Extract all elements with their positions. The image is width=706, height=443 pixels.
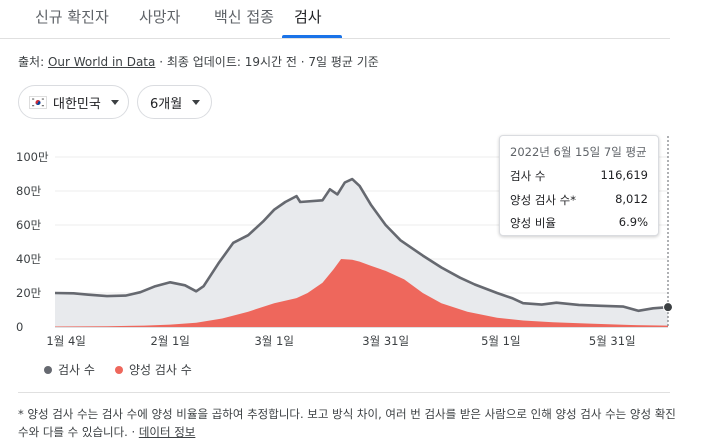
source-link[interactable]: Our World in Data [47, 55, 156, 69]
tooltip-label: 양성 검사 수* [510, 193, 576, 207]
tooltip-row-tests: 검사 수 116,619 [510, 168, 648, 184]
footnote-text: * 양성 검사 수는 검사 수에 양성 비율을 곱하여 추정합니다. 보고 방식… [18, 407, 676, 439]
tab-new-cases[interactable]: 신규 확진자 [35, 8, 109, 26]
tab-vaccination[interactable]: 백신 접종 [214, 8, 274, 26]
tooltip-label: 검사 수 [510, 169, 546, 183]
legend-swatch [44, 365, 52, 374]
chevron-down-icon [192, 99, 201, 105]
south-korea-flag-icon [29, 95, 47, 109]
chart-tooltip: 2022년 6월 15일 7일 평균 검사 수 116,619 양성 검사 수*… [499, 135, 659, 236]
tooltip-date: 2022년 6월 15일 7일 평균 [510, 145, 647, 159]
source-line: 출처: Our World in Data · 최종 업데이트: 19시간 전 … [18, 53, 379, 70]
source-prefix: 출처: [18, 55, 48, 69]
y-tick-label: 20만 [16, 286, 42, 300]
footnote: * 양성 검사 수는 검사 수에 양성 비율을 곱하여 추정합니다. 보고 방식… [18, 407, 676, 439]
tooltip-value: 8,012 [615, 192, 648, 206]
chevron-down-icon [110, 99, 119, 105]
tooltip-label: 양성 비율 [510, 216, 556, 230]
divider [18, 392, 670, 393]
legend-label: 검사 수 [58, 363, 95, 377]
tooltip-row-rate: 양성 비율 6.9% [510, 215, 648, 231]
y-tick-label: 0 [16, 320, 23, 334]
legend-label: 양성 검사 수 [128, 363, 192, 377]
tooltip-value: 116,619 [600, 168, 648, 182]
country-dropdown[interactable]: 대한민국 [18, 85, 129, 119]
y-tick-label: 80만 [16, 184, 42, 198]
x-tick-label: 3월 1일 [254, 334, 293, 348]
tests-line [54, 177, 669, 313]
country-label: 대한민국 [53, 96, 101, 112]
tooltip-value: 6.9% [618, 215, 648, 229]
hover-point [663, 302, 673, 313]
x-tick-label: 5월 31일 [589, 334, 636, 348]
positive-tests-area [55, 259, 668, 327]
x-tick-label: 1월 4일 [46, 334, 85, 348]
tab-tests[interactable]: 검사 [294, 8, 322, 26]
period-dropdown[interactable]: 6개월 [137, 85, 212, 119]
legend-swatch [114, 365, 123, 374]
y-tick-label: 60만 [16, 218, 42, 232]
tooltip-row-positive: 양성 검사 수* 8,012 [510, 192, 648, 208]
active-tab-indicator [282, 35, 342, 38]
y-tick-label: 100만 [16, 150, 49, 164]
x-tick-label: 2월 1일 [150, 334, 189, 348]
x-tick-label: 5월 1일 [481, 334, 520, 348]
tests-chart[interactable]: 0 20만 40만 60만 80만 100만 1월 4일 2월 1일 3월 1일 3월 31일 5월… [0, 128, 706, 354]
chart-area: 0 20만 40만 60만 80만 100만 1월 4일 2월 1일 3월 1일 3월 31일 5월… [0, 128, 706, 354]
tests-area [55, 179, 668, 327]
legend-item-positive: 양성 검사 수 [114, 361, 192, 378]
legend-item-tests: 검사 수 [44, 361, 95, 378]
period-label: 6개월 [150, 96, 183, 112]
source-suffix: · 최종 업데이트: 19시간 전 · 7일 평균 기준 [155, 55, 379, 69]
x-tick-label: 3월 31일 [362, 334, 409, 348]
data-info-link[interactable]: 데이터 정보 [138, 425, 196, 439]
y-tick-label: 40만 [16, 252, 42, 266]
chart-legend: 검사 수 양성 검사 수 [44, 361, 212, 378]
tab-deaths[interactable]: 사망자 [139, 8, 181, 26]
tab-bar: 신규 확진자 사망자 백신 접종 검사 [0, 0, 670, 39]
